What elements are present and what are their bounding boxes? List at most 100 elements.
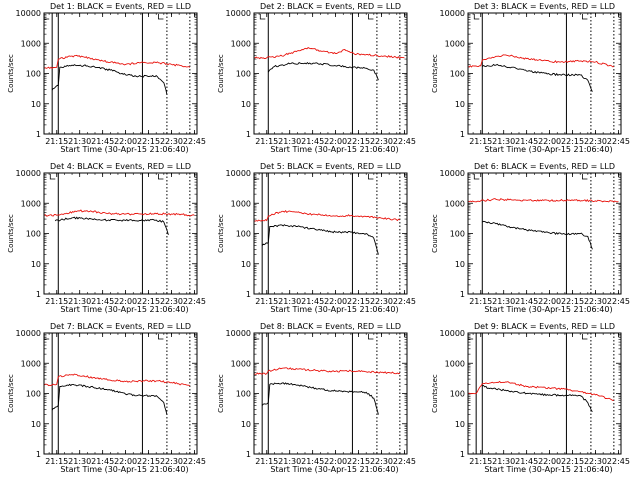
y-tick-label: 10	[241, 420, 251, 429]
x-tick-label: 22:15	[137, 297, 160, 306]
corner-bracket	[43, 334, 50, 340]
x-tick-label: 22:00	[114, 297, 137, 306]
x-axis-label: Start Time (30-Apr-15 21:06:40)	[270, 305, 398, 314]
corner-bracket	[582, 174, 588, 180]
y-tick-label: 1000	[445, 39, 465, 48]
panel-title: Det 4: BLACK = Events, RED = LLD	[50, 162, 191, 171]
corner-bracket	[473, 174, 480, 180]
lld-series-line	[43, 54, 191, 70]
y-axis-label: Counts/sec	[217, 374, 225, 413]
y-tick-label: 1	[36, 130, 41, 139]
x-tick-label: 22:00	[324, 297, 347, 306]
x-tick-label: 22:45	[393, 457, 416, 466]
lld-series-line	[253, 209, 401, 222]
x-tick-label: 21:15	[469, 297, 492, 306]
axes-frame	[253, 172, 408, 295]
x-tick-label: 22:45	[607, 457, 630, 466]
x-tick-label: 21:30	[68, 137, 91, 146]
lld-series-line	[253, 367, 401, 375]
y-axis-label: Counts/sec	[431, 54, 439, 93]
axes-frame	[467, 172, 622, 295]
axes-frame	[43, 172, 198, 295]
y-axis-label: Counts/sec	[217, 54, 225, 93]
y-axis-label: Counts/sec	[431, 374, 439, 413]
x-tick-label: 22:00	[114, 457, 137, 466]
y-tick-label: 10	[31, 420, 41, 429]
x-tick-label: 22:15	[561, 297, 584, 306]
events-series-line	[51, 383, 168, 415]
x-tick-label: 22:45	[393, 137, 416, 146]
lld-series-line	[253, 47, 405, 60]
y-tick-label: 100	[236, 390, 251, 399]
detector-panel-2: Det 2: BLACK = Events, RED = LLD Counts/s…	[217, 2, 416, 154]
y-tick-label: 10000	[16, 169, 41, 178]
x-tick-label: 22:45	[607, 137, 630, 146]
x-axis-label: Start Time (30-Apr-15 21:06:40)	[484, 145, 612, 154]
x-tick-label: 21:15	[45, 137, 68, 146]
lld-series-line	[43, 209, 195, 217]
x-tick-label: 22:30	[584, 297, 607, 306]
x-tick-label: 22:00	[538, 457, 561, 466]
y-tick-label: 100	[26, 230, 41, 239]
detector-panel-1: Det 1: BLACK = Events, RED = LLD Counts/s…	[7, 2, 206, 154]
corner-bracket	[582, 14, 588, 20]
x-tick-label: 21:30	[492, 457, 515, 466]
corner-bracket	[43, 14, 50, 20]
y-axis-label: Counts/sec	[7, 54, 15, 93]
y-tick-label: 10000	[16, 9, 41, 18]
events-series-line	[261, 224, 379, 255]
y-tick-label: 1	[246, 290, 251, 299]
y-tick-label: 1	[460, 290, 465, 299]
corner-bracket	[49, 174, 56, 180]
detector-panel-3: Det 3: BLACK = Events, RED = LLD Counts/s…	[431, 2, 630, 154]
y-tick-label: 10	[455, 100, 465, 109]
corner-bracket	[368, 334, 374, 340]
x-tick-label: 22:00	[538, 297, 561, 306]
y-tick-label: 10000	[440, 9, 465, 18]
y-tick-label: 100	[26, 70, 41, 79]
y-tick-label: 100	[450, 390, 465, 399]
lld-series-line	[467, 380, 614, 401]
y-tick-label: 10000	[16, 329, 41, 338]
y-tick-label: 10	[455, 420, 465, 429]
y-tick-label: 100	[236, 230, 251, 239]
x-tick-label: 21:30	[68, 457, 91, 466]
events-series-line	[482, 384, 593, 412]
y-tick-label: 1	[36, 450, 41, 459]
axes-frame	[467, 12, 622, 135]
x-tick-label: 22:15	[137, 137, 160, 146]
x-tick-label: 21:15	[45, 457, 68, 466]
corner-bracket	[473, 14, 480, 20]
y-tick-label: 1000	[231, 39, 251, 48]
x-tick-label: 22:30	[370, 137, 393, 146]
y-tick-label: 1	[36, 290, 41, 299]
y-tick-label: 1	[246, 450, 251, 459]
x-tick-label: 22:30	[584, 137, 607, 146]
x-axis-label: Start Time (30-Apr-15 21:06:40)	[60, 145, 188, 154]
x-tick-label: 22:15	[347, 297, 370, 306]
corner-bracket	[582, 334, 588, 340]
x-tick-label: 22:00	[324, 137, 347, 146]
lld-series-line	[467, 54, 615, 68]
y-tick-label: 10000	[226, 169, 251, 178]
x-tick-label: 22:30	[160, 457, 183, 466]
x-tick-label: 22:30	[584, 457, 607, 466]
x-tick-label: 21:45	[91, 457, 114, 466]
x-tick-label: 21:30	[278, 137, 301, 146]
panel-title: Det 5: BLACK = Events, RED = LLD	[260, 162, 401, 171]
axes-frame	[253, 12, 408, 135]
x-tick-label: 22:30	[160, 137, 183, 146]
x-axis-label: Start Time (30-Apr-15 21:06:40)	[270, 465, 398, 474]
lld-series-line	[467, 198, 619, 203]
corner-bracket	[467, 334, 474, 340]
y-tick-label: 100	[450, 230, 465, 239]
events-series-line	[51, 64, 168, 95]
x-axis-label: Start Time (30-Apr-15 21:06:40)	[484, 465, 612, 474]
x-tick-label: 21:15	[45, 297, 68, 306]
y-tick-label: 10000	[226, 9, 251, 18]
x-tick-label: 22:45	[607, 297, 630, 306]
detector-panel-6: Det 6: BLACK = Events, RED = LLD Counts/s…	[431, 162, 630, 314]
events-series-line	[54, 216, 169, 236]
y-tick-label: 1000	[21, 359, 41, 368]
detector-panel-8: Det 8: BLACK = Events, RED = LLD Counts/s…	[217, 322, 416, 474]
